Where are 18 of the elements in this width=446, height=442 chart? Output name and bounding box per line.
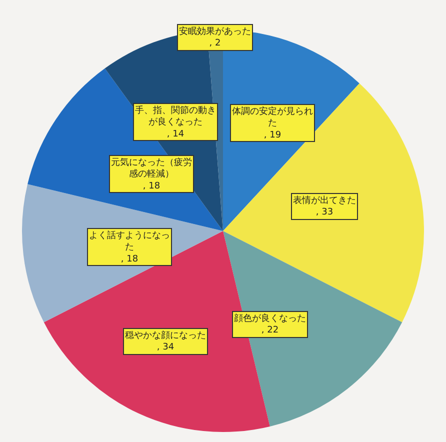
- data-label: , 33: [316, 208, 334, 218]
- data-label: , 22: [261, 326, 279, 336]
- data-label: , 18: [142, 181, 160, 192]
- slice-label: よく話すようになった: [89, 230, 170, 253]
- data-label: , 14: [166, 129, 184, 140]
- pie-slice: [223, 83, 424, 322]
- slice-label: 穏やかな顔になった: [125, 330, 206, 341]
- data-label: , 18: [120, 254, 138, 264]
- data-label: , 19: [264, 130, 282, 140]
- slice-label: 手、指、関節の動きが良くなった: [135, 105, 216, 128]
- slice-label: 表情が出てきた: [293, 195, 356, 206]
- slice-label: 体調の安定が見られた: [232, 106, 313, 129]
- slice-label: 顔色が良くなった: [234, 313, 306, 324]
- pie-slice: [223, 231, 402, 426]
- data-label: , 34: [156, 342, 174, 353]
- slice-label: 安眠効果があった: [179, 26, 251, 37]
- slice-label: 元気になった（疲労感の軽減）: [111, 157, 192, 180]
- data-label: , 2: [209, 38, 221, 49]
